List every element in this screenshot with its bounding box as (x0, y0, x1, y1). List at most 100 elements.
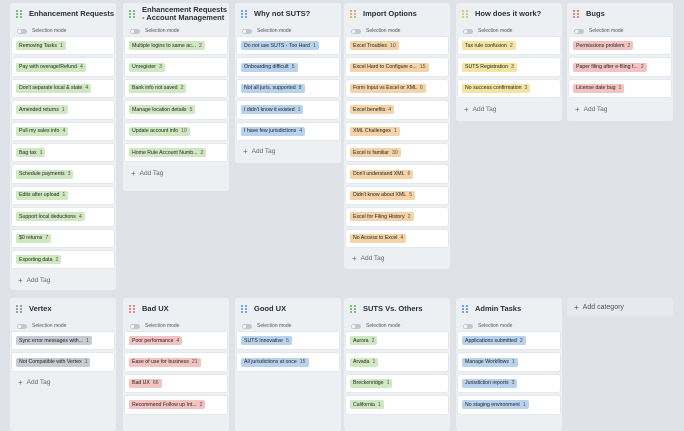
drag-handle-icon[interactable] (241, 304, 247, 314)
tag-chip[interactable]: XML Challenges 1 (350, 126, 400, 136)
tag-chip[interactable]: Not Compatible with Vertex 1 (16, 357, 91, 367)
toggle-switch-icon[interactable] (463, 28, 473, 34)
toggle-switch-icon[interactable] (242, 28, 252, 34)
tag-card[interactable]: I have few jurisdictions 4 (237, 122, 339, 140)
category-header[interactable]: How does it work? (456, 3, 562, 25)
category-header[interactable]: SUTS Vs. Others (344, 298, 450, 320)
tag-card[interactable]: Support local deductions 4 (12, 208, 114, 226)
tag-card[interactable]: Bag tax 1 (12, 143, 114, 162)
tag-card[interactable]: Do not use SUTS - Too Hard 1 (237, 37, 339, 55)
drag-handle-icon[interactable] (129, 9, 135, 19)
tag-card[interactable]: Pay with overage/Refund 4 (12, 58, 114, 76)
tag-card[interactable]: $0 returns 7 (12, 229, 114, 247)
toggle-switch-icon[interactable] (17, 323, 27, 329)
tag-card[interactable]: Onboarding difficult 5 (237, 58, 339, 76)
tag-chip[interactable]: No staging environment 1 (462, 400, 529, 410)
add-tag-button[interactable]: + Add Tag (123, 165, 229, 181)
tag-chip[interactable]: No success confirmation 3 (462, 83, 531, 93)
tag-card[interactable]: Breckenridge 1 (346, 374, 448, 393)
tag-chip[interactable]: Tax rule confusion 2 (462, 41, 516, 51)
tag-chip[interactable]: Bad UX 66 (129, 378, 162, 388)
add-tag-button[interactable]: + Add Tag (235, 144, 341, 160)
tag-chip[interactable]: Paper filing after e-filing f... 2 (573, 62, 647, 72)
tag-card[interactable]: No Access to Excel 4 (346, 229, 448, 247)
tag-chip[interactable]: Poor performance 4 (129, 336, 183, 346)
tag-chip[interactable]: Didn't know about XML 5 (350, 190, 416, 200)
tag-chip[interactable]: Excel is familiar 30 (350, 148, 401, 158)
tag-chip[interactable]: Edits after upload 1 (16, 190, 69, 200)
drag-handle-icon[interactable] (573, 9, 579, 19)
tag-chip[interactable]: Onboarding difficult 5 (241, 62, 298, 72)
tag-chip[interactable]: Ease of use for business 21 (129, 357, 201, 367)
tag-chip[interactable]: Manage location details 5 (129, 105, 196, 115)
selection-mode-toggle[interactable]: Selection mode (123, 25, 229, 37)
add-tag-button[interactable]: + Add Tag (567, 101, 673, 117)
tag-chip[interactable]: Jurisdiction reports 3 (462, 378, 518, 388)
toggle-switch-icon[interactable] (130, 323, 140, 329)
tag-chip[interactable]: Pay with overage/Refund 4 (16, 62, 86, 72)
category-header[interactable]: Bad UX (123, 298, 229, 320)
tag-card[interactable]: Poor performance 4 (125, 332, 227, 350)
tag-card[interactable]: Edits after upload 1 (12, 186, 114, 205)
selection-mode-toggle[interactable]: Selection mode (456, 25, 562, 37)
tag-chip[interactable]: Amended returns 1 (16, 105, 68, 115)
category-header[interactable]: Admin Tasks (456, 298, 562, 320)
tag-chip[interactable]: Pull my sales info 4 (16, 126, 69, 136)
add-category-button[interactable]: + Add category (567, 298, 673, 316)
tag-card[interactable]: Not all juris. supported 8 (237, 79, 339, 98)
tag-chip[interactable]: Schedule payments 3 (16, 169, 74, 179)
tag-chip[interactable]: License date bug 1 (573, 83, 625, 93)
tag-chip[interactable]: Sync error messages with... 1 (16, 336, 92, 346)
category-header[interactable]: Enhancement Requests - Account Managemen… (123, 3, 229, 25)
tag-card[interactable]: Manage location details 5 (125, 101, 227, 119)
tag-chip[interactable]: Applications submitted 2 (462, 336, 526, 346)
tag-chip[interactable]: Excel Hard to Configure o... 15 (350, 62, 429, 72)
tag-chip[interactable]: No Access to Excel 4 (350, 233, 407, 243)
drag-handle-icon[interactable] (350, 304, 356, 314)
tag-card[interactable]: Amended returns 1 (12, 101, 114, 119)
tag-chip[interactable]: I have few jurisdictions 4 (241, 126, 306, 136)
selection-mode-toggle[interactable]: Selection mode (567, 25, 673, 37)
tag-card[interactable]: License date bug 1 (569, 79, 671, 98)
tag-card[interactable]: Not Compatible with Vertex 1 (12, 353, 114, 371)
drag-handle-icon[interactable] (16, 304, 22, 314)
tag-chip[interactable]: Don't understand XML 6 (350, 169, 414, 179)
tag-chip[interactable]: Update account info 10 (129, 126, 190, 136)
tag-chip[interactable]: Multiple logins to same ac... 2 (129, 41, 205, 51)
drag-handle-icon[interactable] (350, 9, 356, 19)
category-header[interactable]: Bugs (567, 3, 673, 25)
tag-card[interactable]: Excel for Filing History 2 (346, 208, 448, 226)
toggle-switch-icon[interactable] (351, 323, 361, 329)
tag-chip[interactable]: Removing Tasks 1 (16, 41, 66, 51)
tag-card[interactable]: Permissions problem 2 (569, 37, 671, 55)
tag-card[interactable]: Exporting data 2 (12, 250, 114, 269)
add-tag-button[interactable]: + Add Tag (344, 251, 450, 267)
tag-card[interactable]: No success confirmation 3 (458, 79, 560, 98)
tag-card[interactable]: Paper filing after e-filing f... 2 (569, 58, 671, 76)
tag-card[interactable]: Excel benefits 4 (346, 101, 448, 119)
tag-card[interactable]: Excel is familiar 30 (346, 143, 448, 162)
add-tag-button[interactable]: + Add Tag (456, 101, 562, 117)
tag-card[interactable]: Don't understand XML 6 (346, 165, 448, 183)
selection-mode-toggle[interactable]: Selection mode (10, 320, 116, 332)
tag-chip[interactable]: Bag tax 1 (16, 148, 46, 158)
tag-chip[interactable]: Aurora 2 (350, 336, 378, 346)
tag-card[interactable]: Bad UX 66 (125, 374, 227, 393)
drag-handle-icon[interactable] (462, 9, 468, 19)
tag-card[interactable]: Aurora 2 (346, 332, 448, 350)
tag-card[interactable]: Don't separate local & state 4 (12, 79, 114, 98)
tag-card[interactable]: All jurisdictions at once 15 (237, 353, 339, 371)
tag-card[interactable]: No staging environment 1 (458, 396, 560, 414)
tag-chip[interactable]: $0 returns 7 (16, 233, 52, 243)
tag-card[interactable]: Unregister 3 (125, 58, 227, 76)
toggle-switch-icon[interactable] (130, 28, 140, 34)
toggle-switch-icon[interactable] (574, 28, 584, 34)
category-header[interactable]: Import Options (344, 3, 450, 25)
tag-card[interactable]: Tax rule confusion 2 (458, 37, 560, 55)
category-header[interactable]: Vertex (10, 298, 116, 320)
add-tag-button[interactable]: + Add Tag (10, 272, 116, 288)
tag-card[interactable]: Schedule payments 3 (12, 165, 114, 183)
toggle-switch-icon[interactable] (351, 28, 361, 34)
selection-mode-toggle[interactable]: Selection mode (235, 25, 341, 37)
toggle-switch-icon[interactable] (463, 323, 473, 329)
